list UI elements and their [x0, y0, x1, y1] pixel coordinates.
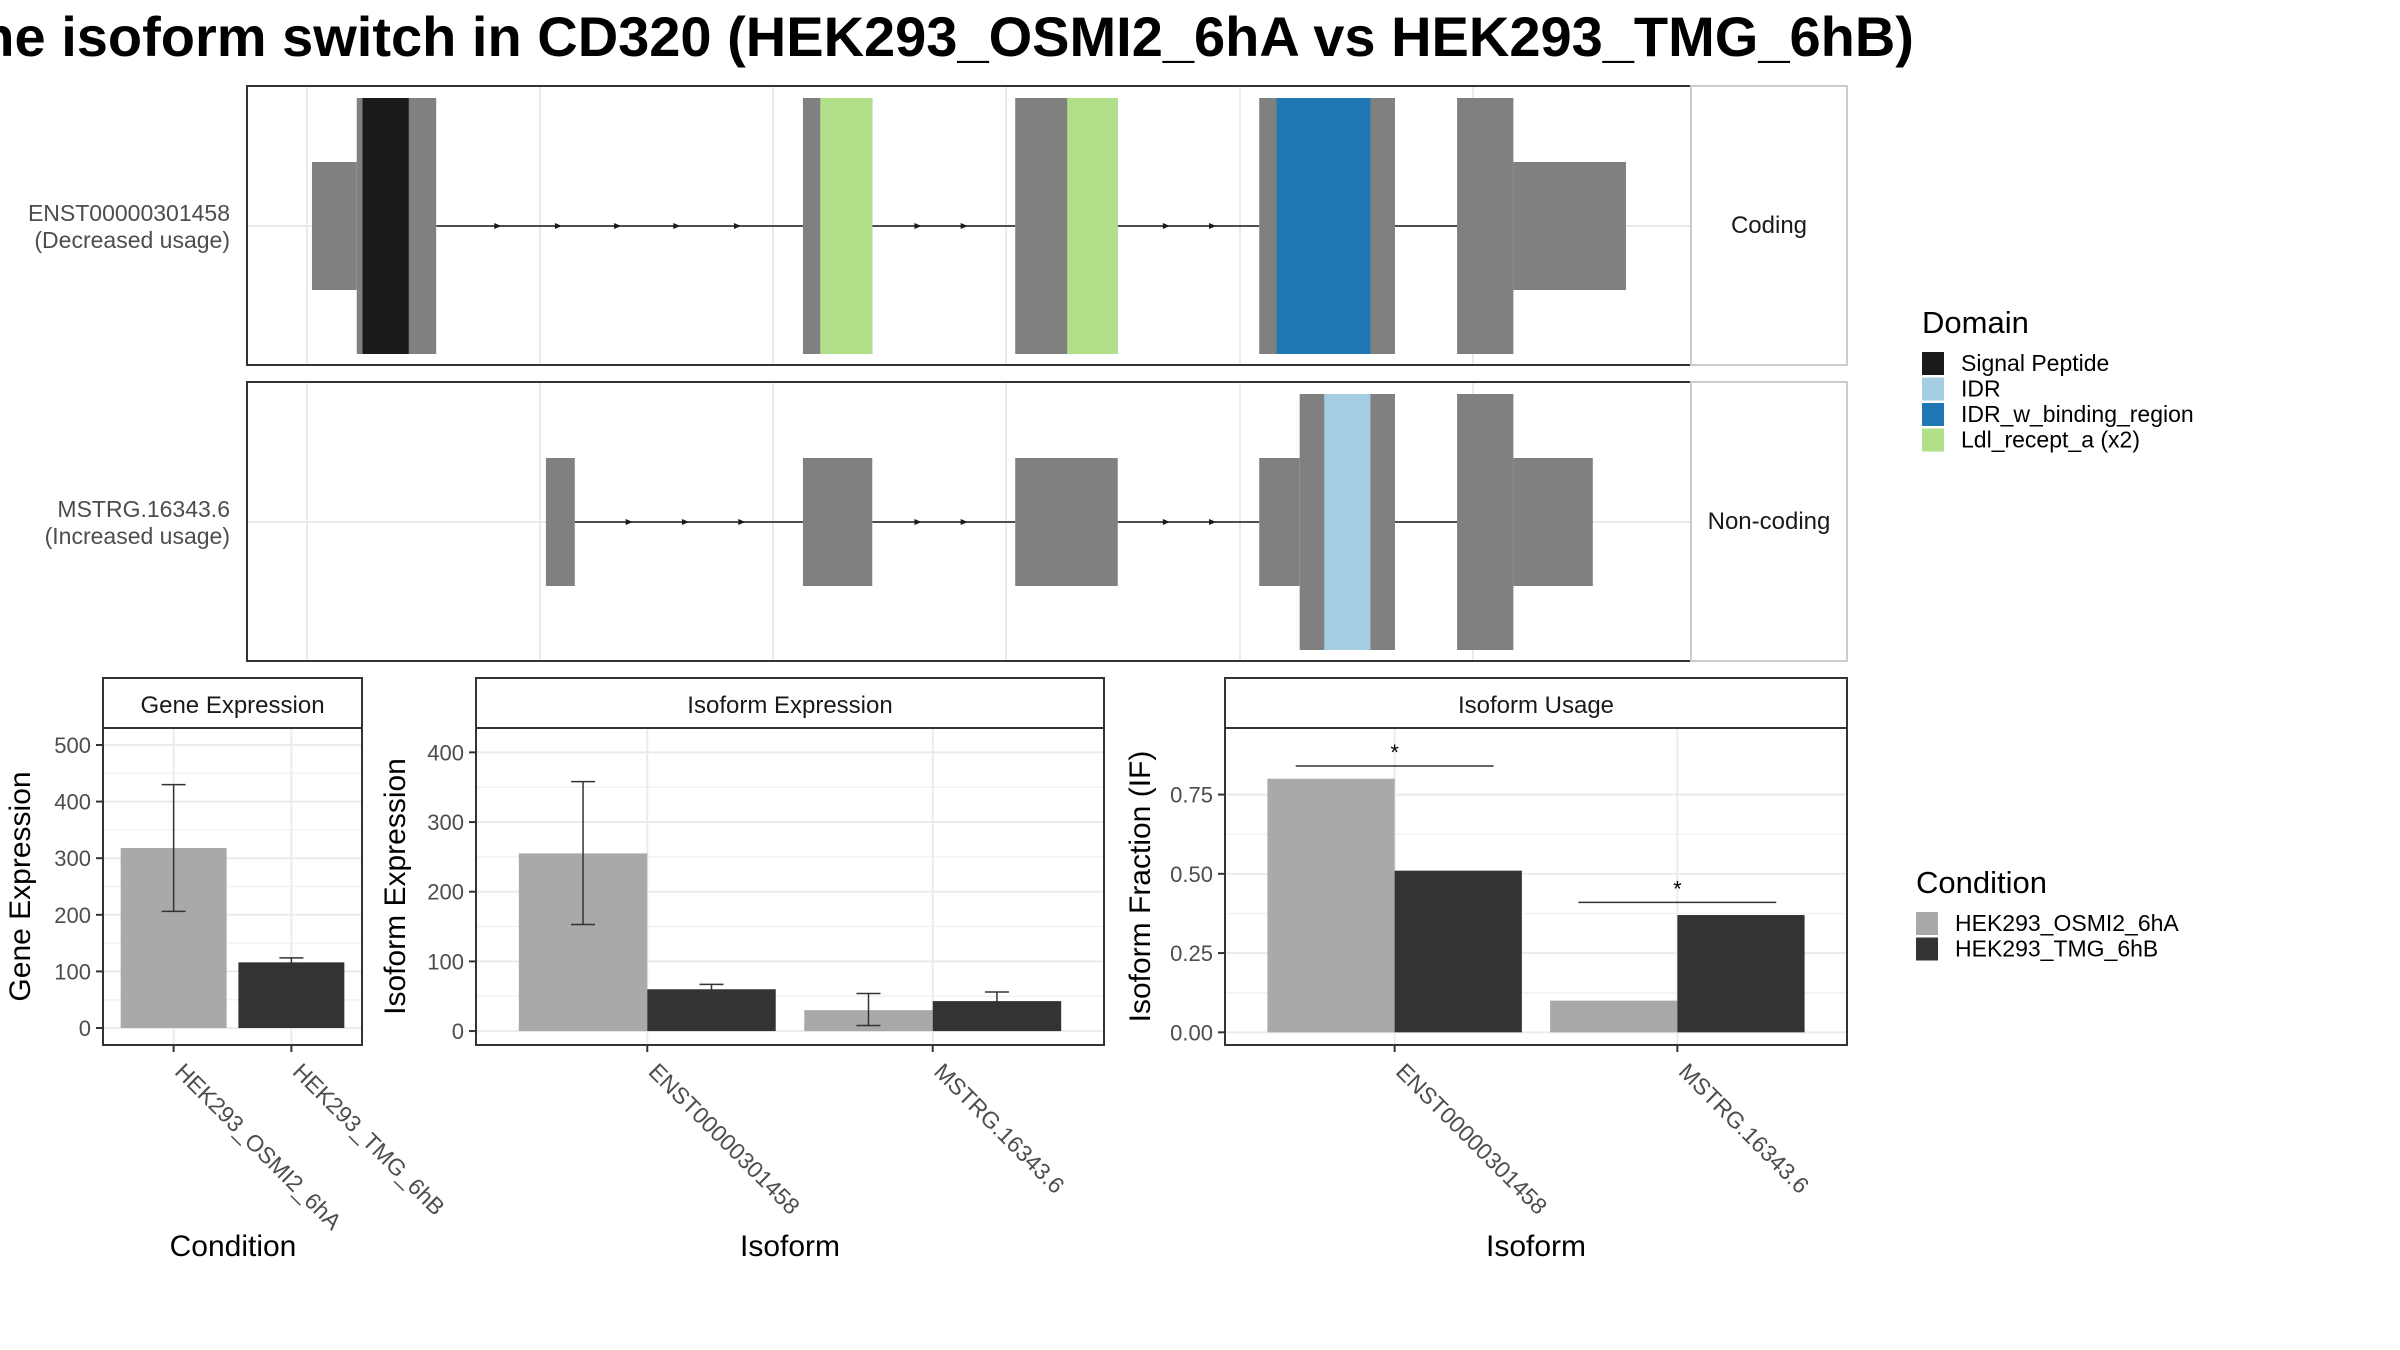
noncoding-exon: [1513, 162, 1627, 290]
domain-legend: Domain Signal PeptideIDRIDR_w_binding_re…: [1922, 305, 2194, 453]
intron-arrow: [681, 519, 689, 525]
y-tick-label: 400: [54, 790, 91, 815]
intron-arrow: [494, 223, 502, 229]
intron-arrow: [614, 223, 622, 229]
bar-enst00000301458-hek293-osmi2-6ha: [1267, 778, 1395, 1033]
domain-signal-peptide: [362, 98, 409, 354]
facet-strip: [475, 677, 1105, 729]
transcript-1-usage: (Decreased usage): [34, 227, 230, 253]
legend-key-hek293-tmg-6hb: [1916, 937, 1938, 961]
legend-key-hek293-osmi2-6ha: [1916, 912, 1938, 935]
y-tick-label: 300: [427, 810, 464, 835]
intron-arrow: [1162, 223, 1170, 229]
legend-key-signal-peptide: [1922, 352, 1944, 375]
noncoding-exon: [1259, 458, 1300, 586]
figure-title: The isoform switch in CD320 (HEK293_OSMI…: [0, 5, 1914, 68]
noncoding-exon: [802, 458, 873, 586]
y-tick-label: 0.75: [1170, 783, 1213, 808]
bar-enst00000301458-hek293-tmg-6hb: [647, 989, 776, 1032]
domain-ldl-recept-a-x2: [1067, 98, 1118, 354]
transcript-panel-2-strip-label: Non-coding: [1708, 508, 1831, 535]
facet-strip-label: Isoform Usage: [1458, 692, 1614, 719]
noncoding-exon: [1015, 458, 1118, 586]
y-axis-title: Isoform Fraction (IF): [1124, 751, 1157, 1023]
intron-arrow: [914, 223, 922, 229]
noncoding-exon: [311, 162, 357, 290]
bar-mstrg-16343-6-hek293-tmg-6hb: [1677, 915, 1805, 1033]
intron-arrow: [625, 519, 633, 525]
domain-ldl-recept-a-x2: [820, 98, 873, 354]
transcript-panel-1-strip-label: Coding: [1731, 212, 1807, 239]
legend-key-idr-w-binding-region: [1922, 403, 1944, 426]
domain-idr: [1324, 394, 1371, 650]
y-tick-label: 0.25: [1170, 941, 1213, 966]
intron-arrow: [960, 519, 968, 525]
bar-enst00000301458-hek293-tmg-6hb: [1394, 870, 1522, 1033]
domain-idr-w-binding-region: [1276, 98, 1371, 354]
transcript-panel-2: Non-coding MSTRG.16343.6 (Increased usag…: [45, 381, 1848, 662]
x-axis-title: Isoform: [1486, 1230, 1586, 1263]
facet-strip: [1224, 677, 1848, 729]
condition-legend-title: Condition: [1916, 865, 2047, 900]
noncoding-exon: [1513, 458, 1593, 586]
significance-label: *: [1390, 740, 1399, 765]
x-axis-title: Isoform: [740, 1230, 840, 1263]
y-tick-label: 100: [54, 959, 91, 984]
intron-arrow: [1209, 223, 1217, 229]
legend-label-idr: IDR: [1961, 376, 2001, 402]
y-tick-label: 0.50: [1170, 862, 1213, 887]
y-tick-label: 200: [54, 903, 91, 928]
intron-arrow: [960, 223, 968, 229]
transcript-2-usage: (Increased usage): [45, 523, 230, 549]
noncoding-exon: [545, 458, 575, 586]
transcript-track-MSTRG.16343.6: [545, 394, 1593, 650]
legend-label-hek293-tmg-6hb: HEK293_TMG_6hB: [1955, 936, 2158, 962]
transcript-1-name: ENST00000301458: [28, 200, 230, 226]
intron-arrow: [1162, 519, 1170, 525]
legend-label-ldl-recept-a-x2: Ldl_recept_a (x2): [1961, 427, 2140, 453]
intron-arrow: [673, 223, 681, 229]
intron-arrow: [738, 519, 746, 525]
legend-label-idr-w-binding-region: IDR_w_binding_region: [1961, 401, 2194, 427]
coding-exon: [1457, 98, 1514, 354]
legend-label-hek293-osmi2-6ha: HEK293_OSMI2_6hA: [1955, 910, 2179, 936]
transcript-2-name: MSTRG.16343.6: [57, 496, 230, 522]
intron-arrow: [1209, 519, 1217, 525]
y-axis-title: Gene Expression: [4, 771, 37, 1001]
x-axis-title: Condition: [170, 1230, 297, 1263]
domain-legend-entries: Signal PeptideIDRIDR_w_binding_regionLdl…: [1922, 350, 2194, 453]
legend-key-idr: [1922, 377, 1944, 401]
legend-key-ldl-recept-a-x2: [1922, 428, 1944, 452]
y-tick-label: 500: [54, 733, 91, 758]
bar-hek293-tmg-6hb-hek293-tmg-6hb: [238, 962, 345, 1029]
y-tick-label: 400: [427, 740, 464, 765]
significance-label: *: [1673, 876, 1682, 901]
transcript-panel-1: Coding ENST00000301458 (Decreased usage): [28, 85, 1848, 366]
bar-mstrg-16343-6-hek293-osmi2-6ha: [1550, 1000, 1678, 1033]
y-tick-label: 0: [452, 1019, 464, 1044]
intron-arrow: [914, 519, 922, 525]
transcript-panel-2-strip: [1690, 381, 1848, 662]
domain-legend-title: Domain: [1922, 305, 2029, 340]
y-tick-label: 0: [79, 1016, 91, 1041]
y-tick-label: 100: [427, 949, 464, 974]
y-tick-label: 300: [54, 846, 91, 871]
facet-strip-label: Gene Expression: [140, 692, 324, 719]
y-tick-label: 0.00: [1170, 1020, 1213, 1045]
intron-arrow: [554, 223, 562, 229]
legend-label-signal-peptide: Signal Peptide: [1961, 350, 2109, 376]
intron-arrow: [733, 223, 741, 229]
transcript-panel-1-strip: [1690, 85, 1848, 366]
y-axis-title: Isoform Expression: [379, 758, 412, 1015]
facet-strip-label: Isoform Expression: [687, 692, 892, 719]
coding-exon: [1457, 394, 1514, 650]
transcript-track-ENST00000301458: [311, 98, 1627, 354]
y-tick-label: 200: [427, 880, 464, 905]
facet-strip: [102, 677, 363, 729]
